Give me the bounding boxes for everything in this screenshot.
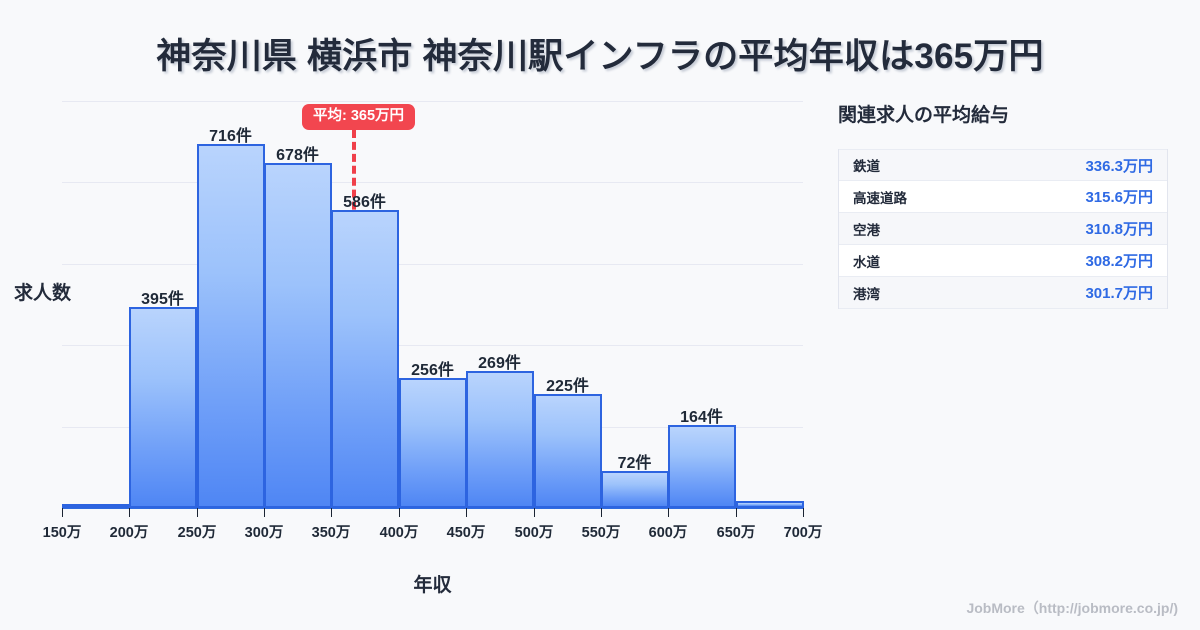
bar-value-label: 256件 — [411, 362, 454, 379]
row-salary-value: 308.2万円 — [1085, 253, 1153, 270]
x-axis-tick — [668, 508, 669, 517]
x-axis-tick-label: 250万 — [177, 525, 217, 541]
table-row: 港湾 301.7万円 — [839, 277, 1167, 309]
chart-region: 求人数 年収 平均: 365万円 395件 716件 678件 586件 256件 269… — [14, 101, 822, 596]
bar-value-label: 586件 — [343, 194, 386, 211]
x-axis-tick-label: 550万 — [581, 525, 621, 541]
x-axis-title: 年収 — [413, 575, 452, 596]
x-axis-tick-label: 350万 — [311, 525, 351, 541]
chart-bar — [331, 210, 399, 508]
bar-value-label: 164件 — [680, 409, 723, 426]
x-axis-tick-label: 500万 — [514, 525, 554, 541]
chart-bar — [601, 471, 669, 508]
bar-value-label: 395件 — [141, 291, 184, 308]
row-category-label: 高速道路 — [853, 190, 907, 206]
chart-bar — [62, 504, 130, 508]
x-axis-tick-label: 400万 — [379, 525, 419, 541]
chart-bar — [129, 307, 197, 508]
chart-bar — [736, 501, 804, 508]
x-axis-tick — [399, 508, 400, 517]
y-axis-title: 求人数 — [14, 283, 72, 304]
x-axis-tick — [264, 508, 265, 517]
x-axis-tick-label: 150万 — [42, 525, 82, 541]
chart-bar — [264, 163, 332, 508]
row-category-label: 水道 — [853, 254, 880, 270]
bar-value-label: 225件 — [546, 378, 589, 395]
chart-bar — [534, 394, 602, 508]
chart-bar — [197, 144, 265, 508]
x-axis-tick — [62, 508, 63, 517]
x-axis-tick — [534, 508, 535, 517]
x-axis-tick — [601, 508, 602, 517]
gridline — [62, 101, 803, 102]
table-row: 高速道路 315.6万円 — [839, 181, 1167, 213]
gridline — [62, 264, 803, 265]
table-row: 鉄道 336.3万円 — [839, 149, 1167, 181]
x-axis-tick — [466, 508, 467, 517]
row-salary-value: 336.3万円 — [1085, 157, 1153, 175]
x-axis-tick-label: 600万 — [648, 525, 688, 541]
x-axis-tick — [197, 508, 198, 517]
related-salary-panel: 関連求人の平均給与 鉄道 336.3万円高速道路 315.6万円空港 310.8万円水… — [838, 100, 1168, 309]
row-category-label: 空港 — [853, 222, 880, 238]
row-salary-value: 301.7万円 — [1085, 285, 1153, 302]
x-axis-tick-label: 300万 — [244, 525, 284, 541]
bar-value-label: 269件 — [478, 355, 521, 372]
table-row: 水道 308.2万円 — [839, 245, 1167, 277]
bar-value-label: 716件 — [209, 128, 252, 145]
row-category-label: 港湾 — [853, 286, 880, 302]
related-salary-table: 鉄道 336.3万円高速道路 315.6万円空港 310.8万円水道 308.2万円港湾… — [838, 149, 1168, 309]
x-axis-tick — [736, 508, 737, 517]
sidebar-title: 関連求人の平均給与 — [838, 105, 1010, 126]
bar-value-label: 678件 — [276, 147, 319, 164]
row-salary-value: 310.8万円 — [1085, 221, 1153, 238]
gridline — [62, 345, 803, 346]
x-axis-tick-label: 650万 — [716, 525, 756, 541]
x-axis-tick-label: 450万 — [446, 525, 486, 541]
page-title: 神奈川県 横浜市 神奈川駅インフラの平均年収は365万円 — [156, 37, 1044, 76]
gridline — [62, 182, 803, 183]
chart-bar — [668, 425, 736, 508]
x-axis-tick-label: 200万 — [109, 525, 149, 541]
row-category-label: 鉄道 — [853, 159, 880, 174]
average-badge: 平均: 365万円 — [302, 104, 416, 130]
x-axis-tick — [129, 508, 130, 517]
chart-bar — [399, 378, 467, 508]
table-row: 空港 310.8万円 — [839, 213, 1167, 245]
row-salary-value: 315.6万円 — [1085, 189, 1153, 206]
bar-value-label: 72件 — [617, 455, 652, 472]
chart-bar — [466, 371, 534, 508]
x-axis-tick — [331, 508, 332, 517]
x-axis-tick-label: 700万 — [783, 525, 823, 541]
x-axis-tick — [803, 508, 804, 517]
x-axis-line — [62, 507, 803, 509]
footer-attribution: JobMore（http://jobmore.co.jp/) — [966, 600, 1178, 616]
